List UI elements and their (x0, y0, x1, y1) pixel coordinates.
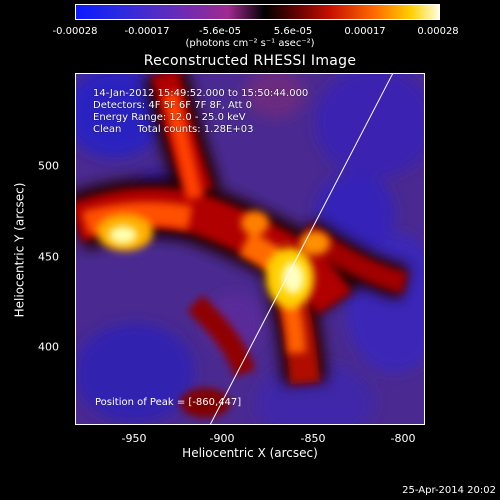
x-axis-label: Heliocentric X (arcsec) (182, 446, 318, 460)
colorbar-tick: -5.6e-05 (199, 26, 241, 37)
y-tick-label: 400 (38, 340, 59, 354)
peak-position: Position of Peak = [-860,447] (95, 397, 242, 408)
colorbar-unit: (photons cm⁻² s⁻¹ asec⁻²) (185, 38, 315, 49)
y-tick-label: 450 (38, 250, 59, 264)
x-tick-label: -850 (300, 432, 326, 445)
info-energy-range: Energy Range: 12.0 - 25.0 keV (93, 112, 246, 123)
y-tick-label: 500 (38, 159, 59, 173)
colorbar-tick: -0.00017 (124, 26, 170, 37)
colorbar-tick: -0.00028 (52, 26, 98, 37)
info-time-range: 14-Jan-2012 15:49:52.000 to 15:50:44.000 (93, 88, 309, 99)
limb-line (209, 73, 394, 425)
x-tick-label: -900 (209, 432, 235, 445)
colorbar-tick: 0.00017 (344, 26, 386, 37)
colorbar-frame (75, 4, 440, 20)
image-title: Reconstructed RHESSI Image (143, 53, 357, 69)
colorbar-tick: 0.00028 (417, 26, 459, 37)
rhessi-image (75, 73, 425, 425)
info-clean-counts: Clean Total counts: 1.28E+03 (93, 124, 254, 135)
timestamp: 25-Apr-2014 20:02 (402, 485, 496, 496)
colorbar (75, 4, 440, 20)
x-tick-label: -800 (390, 432, 416, 445)
colorbar-tick: 5.6e-05 (273, 26, 313, 37)
y-axis-label: Heliocentric Y (arcsec) (12, 182, 27, 318)
info-detectors: Detectors: 4F 5F 6F 7F 8F, Att 0 (93, 100, 253, 111)
x-tick-label: -950 (121, 432, 147, 445)
